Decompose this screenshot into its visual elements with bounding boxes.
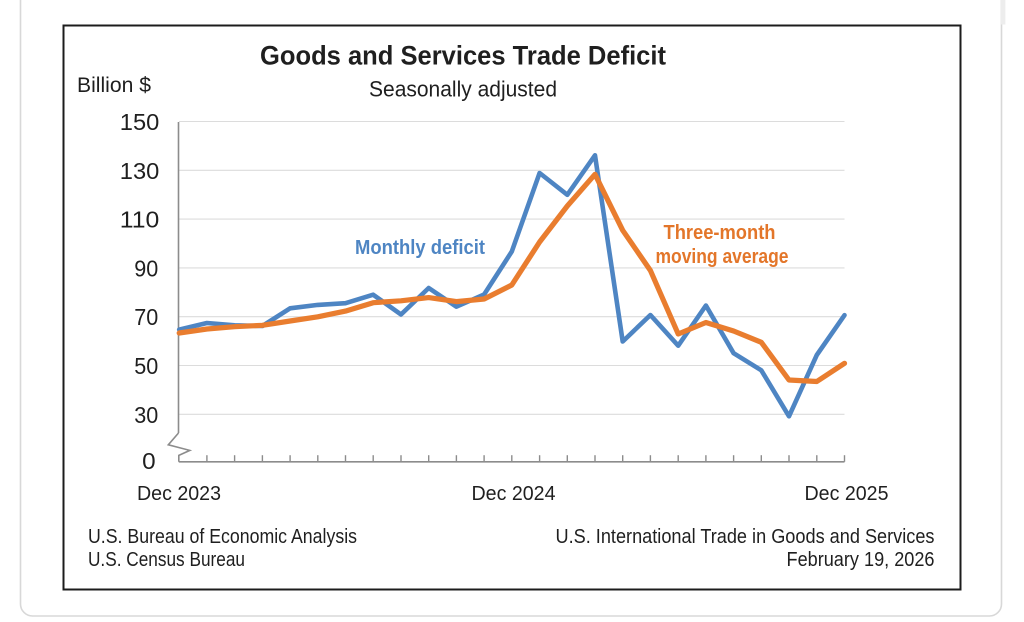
svg-text:70: 70	[134, 304, 158, 330]
svg-text:U.S. International Trade in Go: U.S. International Trade in Goods and Se…	[556, 526, 935, 548]
svg-text:Dec 2025: Dec 2025	[805, 483, 889, 505]
svg-text:Billion $: Billion $	[77, 74, 151, 97]
svg-text:moving average: moving average	[656, 246, 789, 268]
svg-text:Seasonally adjusted: Seasonally adjusted	[369, 77, 557, 102]
svg-text:30: 30	[134, 402, 158, 428]
svg-text:150: 150	[120, 109, 160, 135]
svg-text:February 19, 2026: February 19, 2026	[787, 549, 935, 571]
svg-text:U.S. Bureau of Economic Analys: U.S. Bureau of Economic Analysis	[88, 526, 357, 548]
svg-text:Monthly deficit: Monthly deficit	[355, 237, 485, 259]
svg-text:110: 110	[120, 207, 160, 233]
svg-text:0: 0	[142, 448, 156, 474]
svg-text:U.S. Census Bureau: U.S. Census Bureau	[88, 549, 245, 571]
svg-text:90: 90	[134, 255, 158, 281]
svg-text:Goods and Services Trade Defic: Goods and Services Trade Deficit	[260, 41, 666, 71]
svg-text:Dec 2024: Dec 2024	[472, 483, 556, 505]
svg-text:50: 50	[134, 353, 158, 379]
svg-text:130: 130	[120, 158, 160, 184]
svg-text:Three-month: Three-month	[664, 222, 776, 244]
svg-text:Dec 2023: Dec 2023	[137, 483, 221, 505]
